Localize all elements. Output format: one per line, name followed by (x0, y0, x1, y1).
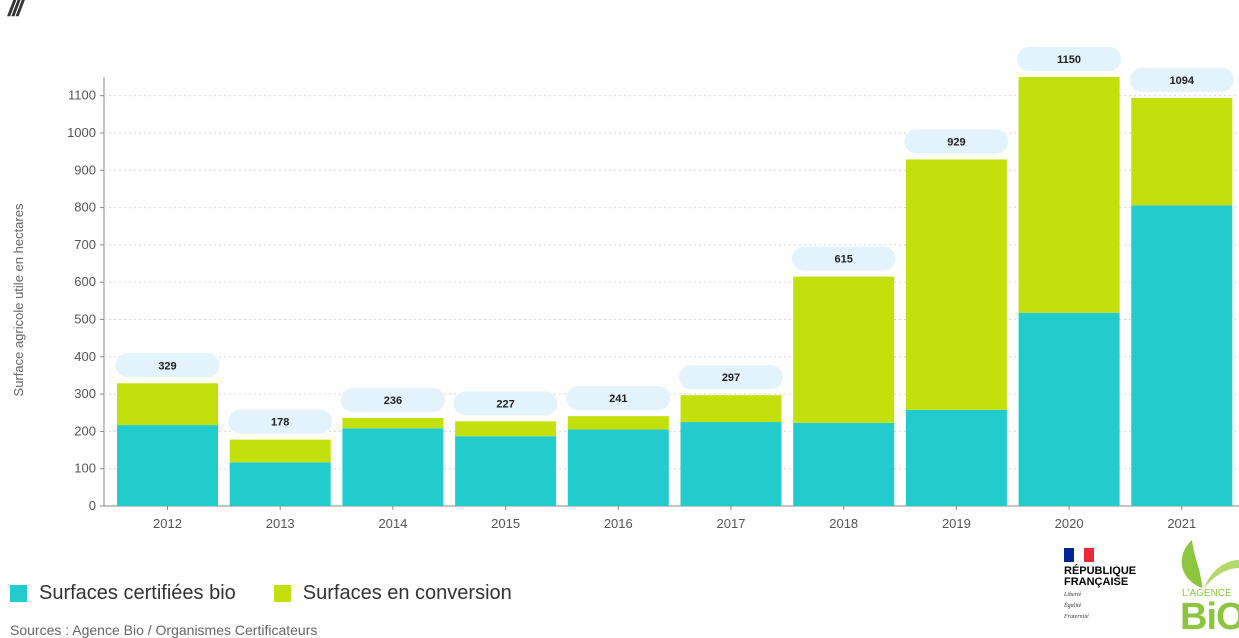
rf-motto-3: Fraternité (1064, 614, 1089, 620)
legend-item-certified: Surfaces certifiées bio (10, 582, 236, 605)
y-tick-label: 1000 (67, 125, 96, 140)
legend: Surfaces certifiées bio Surfaces en conv… (10, 582, 550, 605)
republique-francaise-logo: RÉPUBLIQUE FRANÇAISE Liberté Égalité Fra… (1064, 548, 1164, 621)
y-tick-label: 100 (74, 461, 96, 476)
y-tick-label: 300 (74, 386, 96, 401)
legend-swatch-conversion (273, 585, 291, 602)
source-note: Sources : Agence Bio / Organismes Certif… (10, 622, 318, 638)
bar-certified (793, 422, 895, 506)
total-label: 1150 (1057, 54, 1081, 66)
y-tick-label: 200 (74, 423, 96, 438)
bar-conversion (455, 421, 557, 437)
x-tick-label: 2017 (717, 516, 746, 531)
total-label: 241 (609, 393, 627, 405)
bar-certified (342, 428, 444, 506)
total-label-pill (115, 353, 220, 378)
y-tick-label: 500 (74, 311, 96, 326)
total-label-pill (904, 129, 1009, 154)
leaf-icon (1181, 540, 1239, 588)
header-glyph: /// (8, 0, 24, 22)
total-label: 1094 (1170, 75, 1195, 87)
bar-certified (117, 425, 218, 506)
x-tick-label: 2016 (604, 516, 633, 531)
total-label: 929 (947, 136, 965, 148)
x-tick-label: 2015 (491, 516, 520, 531)
x-tick-label: 2014 (378, 516, 407, 531)
legend-swatch-certified (10, 585, 27, 602)
total-label: 329 (158, 360, 176, 372)
x-tick-label: 2018 (829, 516, 858, 531)
bar-certified (680, 422, 782, 506)
x-tick-label: 2021 (1167, 516, 1196, 531)
total-label-pill (453, 391, 558, 416)
y-tick-label: 600 (74, 274, 96, 289)
total-label: 615 (835, 254, 853, 266)
bar-certified (1018, 312, 1120, 506)
total-label: 227 (496, 398, 514, 410)
total-label-pill (566, 386, 671, 411)
french-flag-icon (1064, 548, 1094, 562)
rf-motto-1: Liberté (1064, 592, 1082, 598)
bars (117, 77, 1233, 506)
y-tick-label: 900 (74, 162, 96, 177)
total-label: 297 (722, 372, 740, 384)
x-tick-label: 2020 (1055, 516, 1084, 531)
y-tick-label: 400 (74, 349, 96, 364)
bar-conversion (229, 439, 331, 463)
bar-certified (229, 462, 331, 506)
total-label-pill (1017, 47, 1122, 71)
bar-certified (455, 436, 557, 506)
legend-label-certified: Surfaces certifiées bio (39, 582, 236, 604)
total-label-pill (340, 387, 445, 412)
legend-label-conversion: Surfaces en conversion (302, 582, 512, 604)
y-axis-title: Surface agricole utile en hectares (11, 203, 26, 396)
y-tick-label: 700 (74, 237, 96, 252)
stacked-bar-chart: 0 100 200 300 400 500 600 700 800 900 1000 1100 329 2… (11, 47, 1239, 531)
bar-conversion (793, 276, 895, 423)
total-label: 236 (384, 395, 402, 407)
bar-certified (1131, 205, 1233, 506)
agence-text: L'AGENCE (1182, 588, 1232, 599)
bar-conversion (680, 395, 782, 423)
bar-certified (567, 429, 669, 506)
bar-conversion (1018, 77, 1120, 313)
total-label-pill (1129, 67, 1234, 92)
bar-conversion (117, 383, 218, 426)
rf-motto-2: Égalité (1064, 603, 1082, 609)
labels: 0 100 200 300 400 500 600 700 800 900 1000 1100 329 2… (67, 47, 1234, 531)
y-tick-label: 1100 (68, 88, 96, 103)
total-label-pill (679, 365, 783, 390)
agence-bio-text: BiO (1180, 596, 1239, 636)
rf-title-2: FRANÇAISE (1064, 576, 1129, 588)
y-tick-label: 0 (89, 498, 96, 513)
bar-conversion (342, 417, 444, 429)
total-label-pill (228, 409, 333, 434)
x-tick-label: 2019 (942, 516, 971, 531)
bar-certified (905, 409, 1007, 506)
bar-conversion (1131, 97, 1233, 206)
total-label: 178 (271, 417, 289, 429)
x-tick-label: 2012 (153, 516, 182, 531)
bar-conversion (905, 159, 1007, 410)
agence-bio-logo: L'AGENCE BiO (1172, 538, 1239, 636)
legend-item-conversion: Surfaces en conversion (273, 582, 512, 605)
bar-conversion (567, 416, 669, 430)
total-label-pill (791, 246, 896, 271)
rf-title-1: RÉPUBLIQUE (1064, 565, 1137, 577)
y-tick-label: 800 (74, 200, 96, 215)
x-tick-label: 2013 (266, 516, 295, 531)
